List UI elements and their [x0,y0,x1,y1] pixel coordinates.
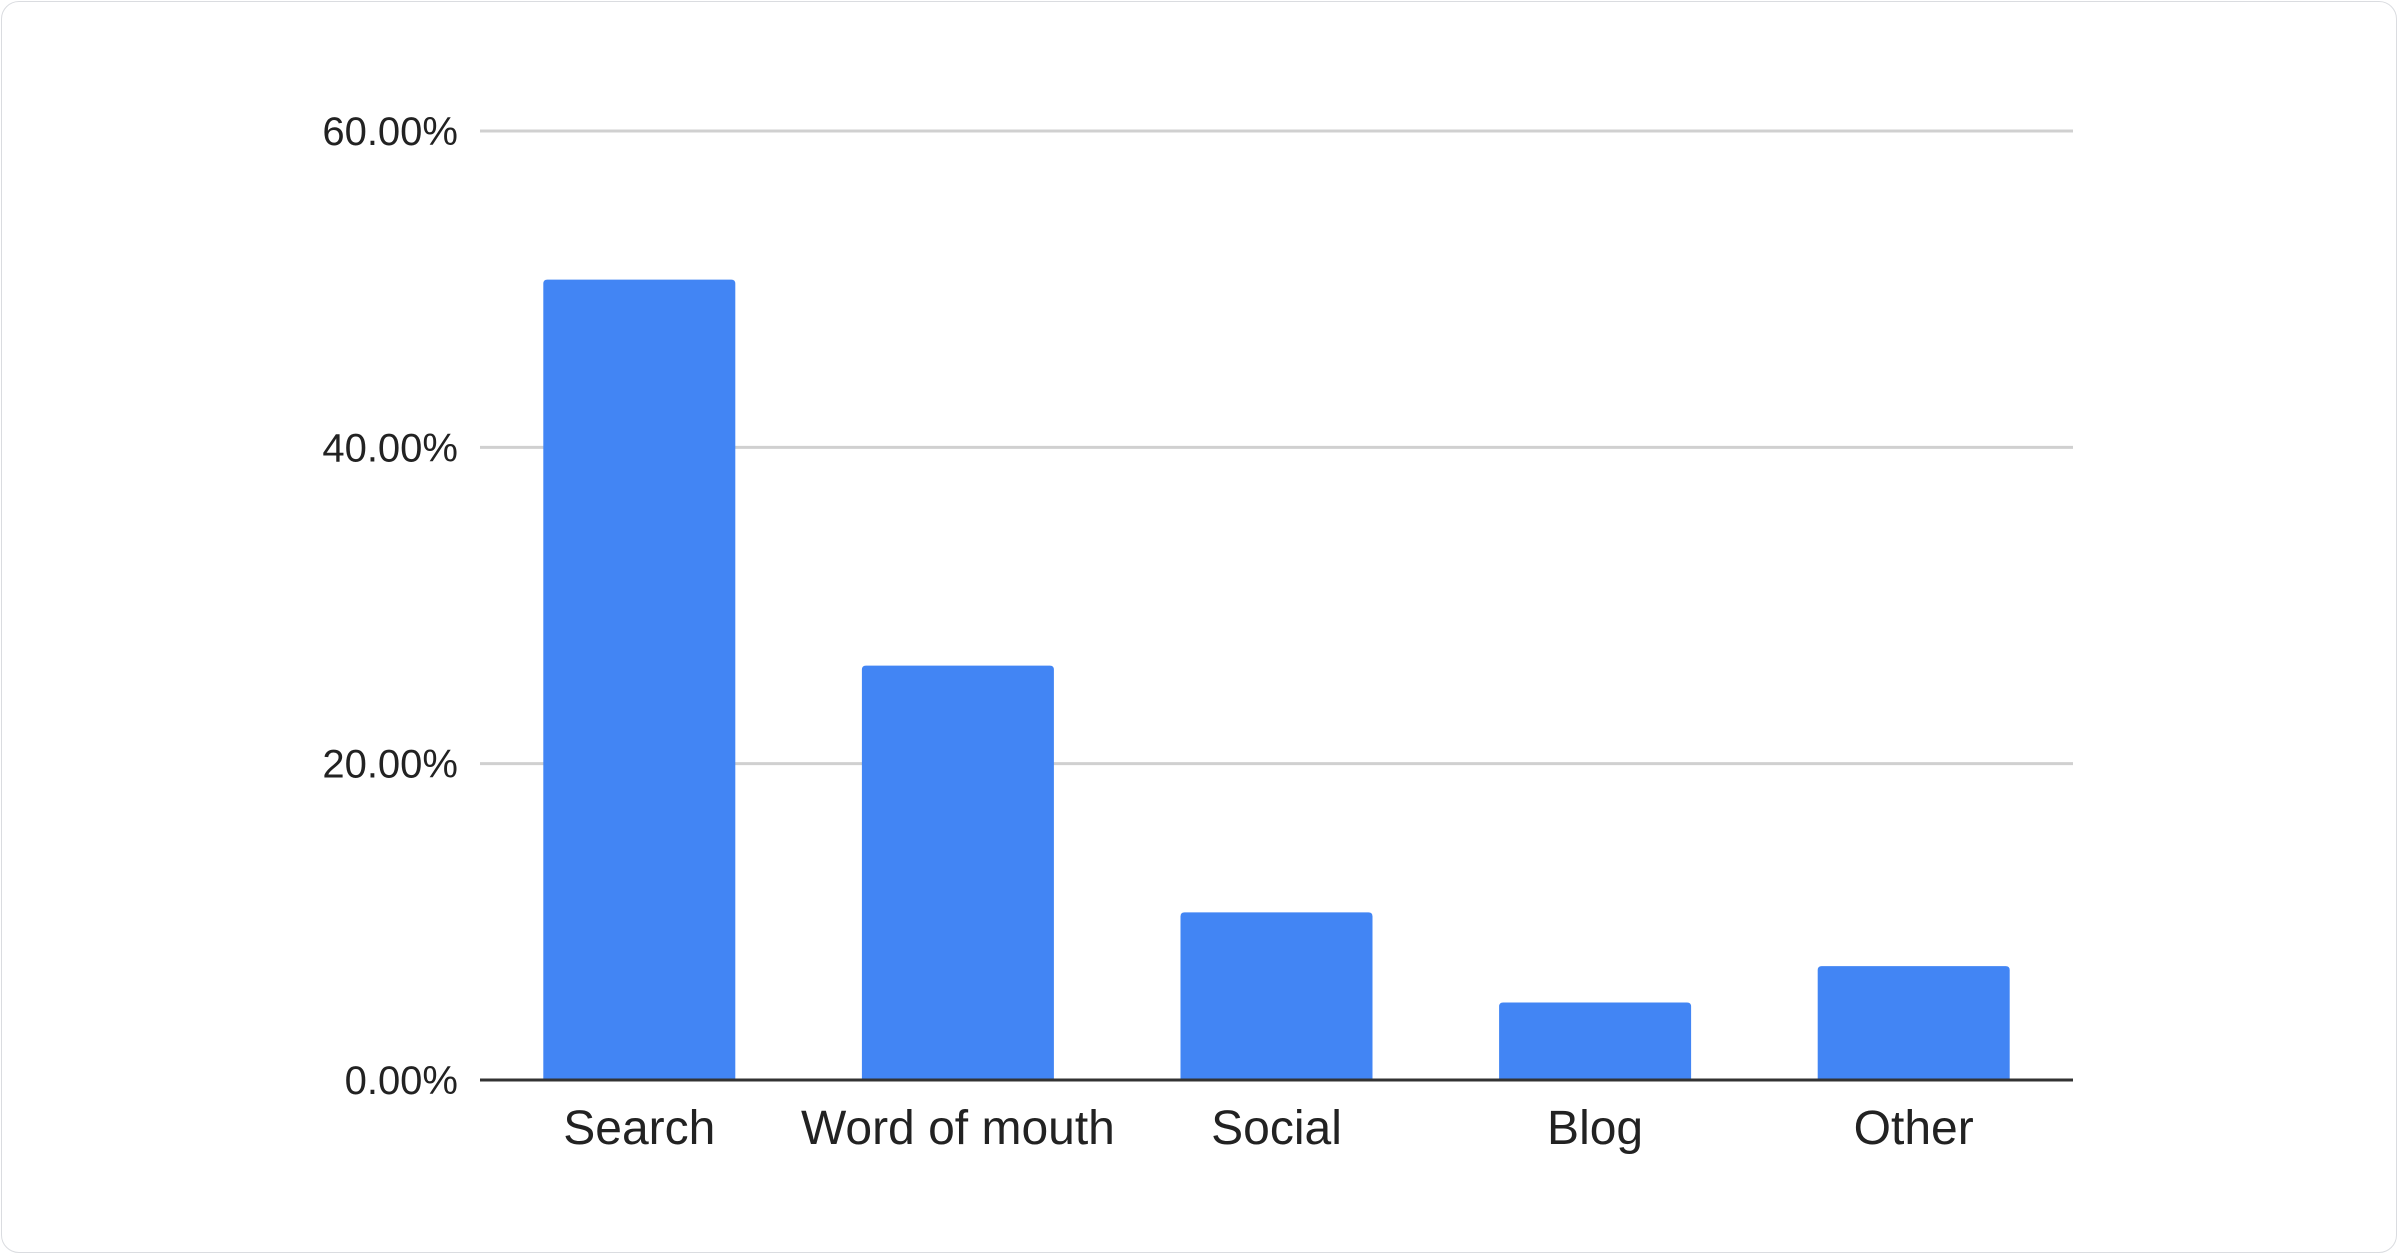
x-tick-label: Blog [1547,1102,1643,1155]
x-tick-label: Other [1854,1102,1974,1155]
y-tick-label: 0.00% [345,1059,458,1103]
x-tick-label: Social [1211,1102,1342,1155]
y-tick-label: 40.00% [322,426,458,470]
x-tick-label: Word of mouth [801,1102,1115,1155]
x-tick-label: Search [563,1102,715,1155]
bar-blog [1499,1002,1692,1080]
bar-social [1180,912,1373,1080]
y-tick-label: 20.00% [322,743,458,787]
bar-word-of-mouth [861,665,1054,1080]
y-tick-label: 60.00% [322,110,458,154]
bar-search [543,279,736,1081]
bar-other [1817,966,2010,1080]
